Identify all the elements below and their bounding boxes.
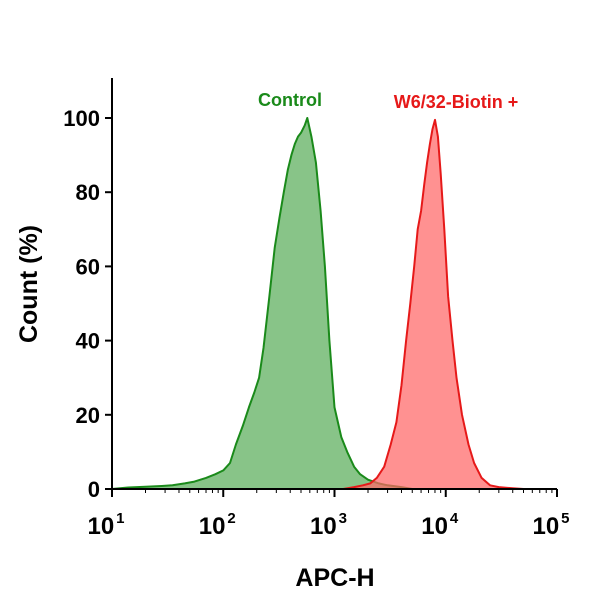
- y-axis-title: Count (%): [15, 225, 43, 343]
- ticks-layer: 0 20 40 60 80 100 10 1 10 2 10 3 10 4 10 5: [63, 106, 569, 540]
- x-tick-label: 10 4: [421, 510, 459, 540]
- y-tick-label: 0: [88, 477, 100, 502]
- x-tick-label: 10 5: [532, 510, 569, 540]
- y-tick-label: 100: [63, 106, 100, 131]
- x-tick-label: 10 1: [87, 510, 124, 540]
- series-label-w6-32-biotin: W6/32-Biotin +: [394, 92, 519, 112]
- x-tick-label: 10 2: [199, 510, 236, 540]
- labels-layer: APC-H Count (%): [15, 225, 375, 592]
- series-label-control: Control: [258, 90, 322, 110]
- x-axis-title: APC-H: [295, 564, 374, 592]
- y-tick-label: 40: [76, 329, 100, 354]
- series-line-control: [111, 117, 413, 490]
- series-layer: Control W6/32-Biotin +: [111, 90, 524, 490]
- series-area-control: [112, 118, 413, 489]
- x-tick-label: 10 3: [310, 510, 347, 540]
- y-tick-label: 20: [76, 403, 100, 428]
- y-tick-label: 80: [76, 180, 100, 205]
- series-area-w6-32-biotin: [343, 119, 524, 490]
- y-tick-label: 60: [76, 254, 100, 279]
- series-line-w6-32-biotin: [343, 118, 524, 490]
